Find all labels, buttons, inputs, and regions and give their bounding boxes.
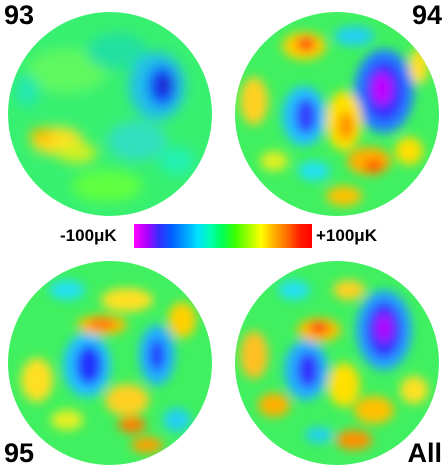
scale-min-label: -100μK [60,226,117,245]
panel-label-95: 95 [4,438,35,468]
panel-label-93: 93 [4,0,35,30]
scale-max-label: +100μK [316,226,377,245]
panel-label-all: All [407,438,442,468]
panel-label-94: 94 [411,0,442,30]
color-scale-bar [134,224,312,248]
sky-map-all [235,261,439,465]
sky-map-95 [8,261,212,465]
sky-map-94 [235,12,439,216]
sky-map-93 [8,12,212,216]
